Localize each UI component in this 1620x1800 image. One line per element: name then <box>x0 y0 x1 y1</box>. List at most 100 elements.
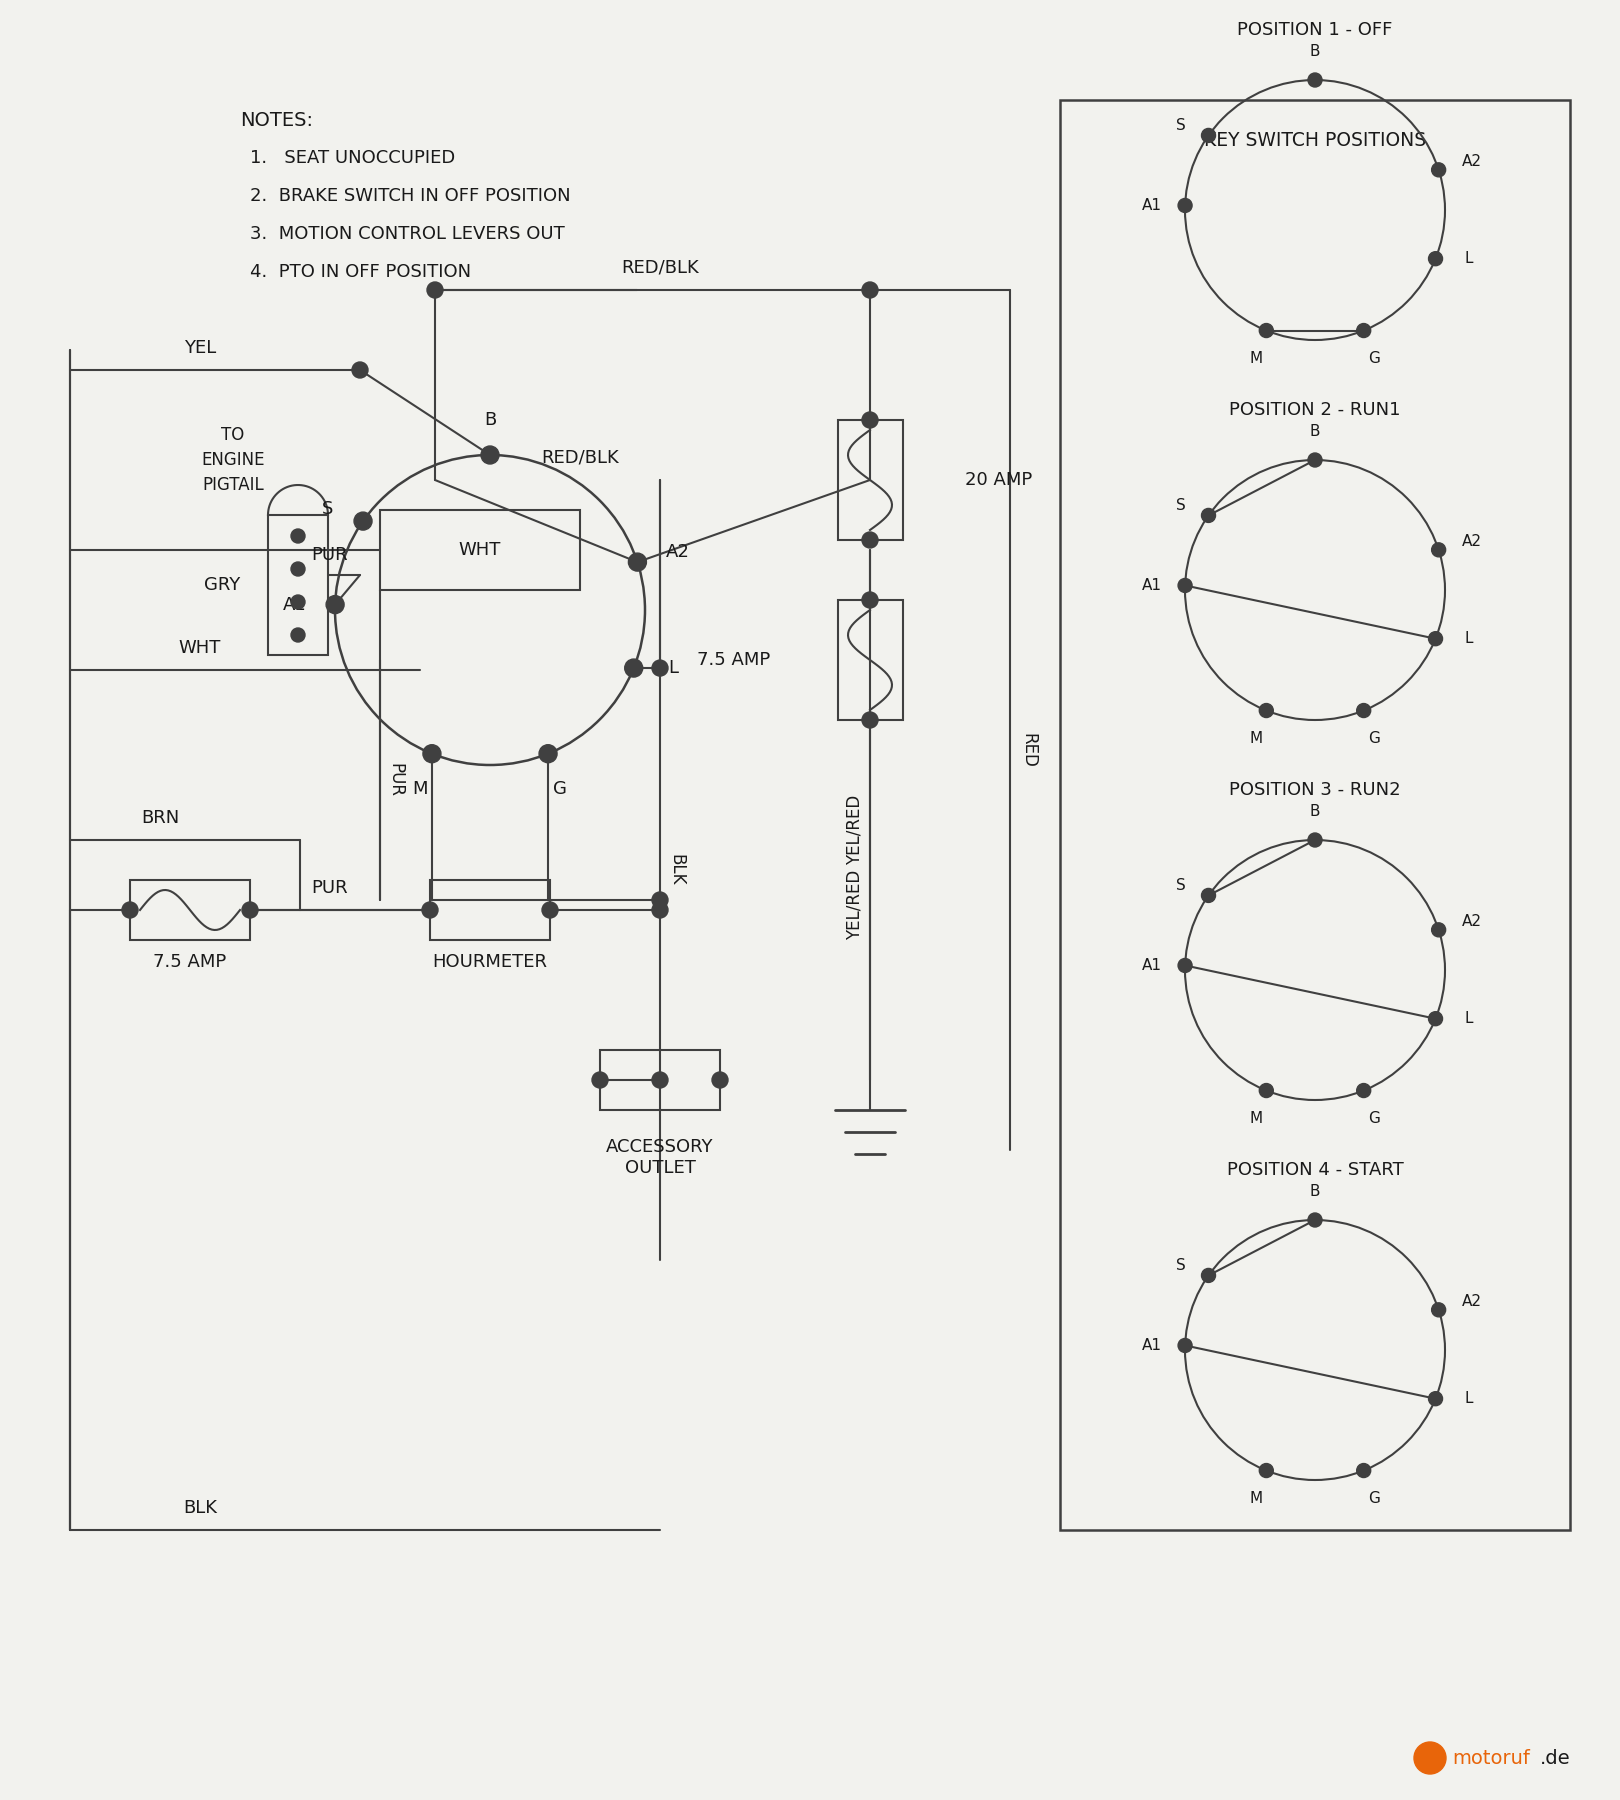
Text: G: G <box>1367 1490 1380 1507</box>
Circle shape <box>292 596 305 608</box>
Circle shape <box>1178 578 1192 592</box>
Text: .de: .de <box>1541 1748 1571 1768</box>
Circle shape <box>862 412 878 428</box>
Circle shape <box>428 283 442 299</box>
Circle shape <box>1202 508 1215 522</box>
Text: WHT: WHT <box>458 542 501 560</box>
Text: A2: A2 <box>1461 1294 1482 1309</box>
Circle shape <box>423 745 441 763</box>
Circle shape <box>625 659 643 677</box>
Circle shape <box>1178 958 1192 972</box>
Circle shape <box>1429 1391 1442 1406</box>
Text: RED/BLK: RED/BLK <box>541 448 619 466</box>
Text: A1: A1 <box>1142 578 1162 592</box>
Circle shape <box>651 893 667 907</box>
Text: A2: A2 <box>1461 155 1482 169</box>
Text: A2: A2 <box>666 544 690 562</box>
Text: 1.   SEAT UNOCCUPIED: 1. SEAT UNOCCUPIED <box>249 149 455 167</box>
Text: 7.5 AMP: 7.5 AMP <box>697 652 770 670</box>
Circle shape <box>292 628 305 643</box>
Text: S: S <box>1176 1258 1186 1273</box>
Text: L: L <box>1464 1012 1473 1026</box>
Circle shape <box>355 511 373 529</box>
Circle shape <box>651 661 667 677</box>
Circle shape <box>241 902 258 918</box>
Circle shape <box>1356 704 1371 718</box>
Circle shape <box>1178 198 1192 212</box>
Circle shape <box>326 596 343 614</box>
Text: BRN: BRN <box>141 808 180 826</box>
Circle shape <box>1432 923 1445 936</box>
Text: HOURMETER: HOURMETER <box>433 952 548 970</box>
Text: PUR: PUR <box>311 545 348 563</box>
Bar <box>838 419 902 540</box>
Text: 2.  BRAKE SWITCH IN OFF POSITION: 2. BRAKE SWITCH IN OFF POSITION <box>249 187 570 205</box>
Text: WHT: WHT <box>178 639 222 657</box>
Text: B: B <box>1309 45 1320 59</box>
Text: NOTES:: NOTES: <box>240 110 313 130</box>
Text: motoruf: motoruf <box>1452 1748 1529 1768</box>
Bar <box>1059 101 1570 1530</box>
Circle shape <box>292 529 305 544</box>
Text: POSITION 2 - RUN1: POSITION 2 - RUN1 <box>1230 401 1401 419</box>
Text: L: L <box>669 659 679 677</box>
Circle shape <box>1432 162 1445 176</box>
Text: G: G <box>1367 1111 1380 1127</box>
Circle shape <box>1259 704 1273 718</box>
Bar <box>130 880 249 940</box>
Text: S: S <box>1176 499 1186 513</box>
Text: B: B <box>1309 805 1320 819</box>
Text: ACCESSORY
OUTLET: ACCESSORY OUTLET <box>606 1138 714 1177</box>
Text: BLK: BLK <box>183 1499 217 1517</box>
Circle shape <box>591 1073 608 1087</box>
Circle shape <box>651 902 667 918</box>
Text: POSITION 1 - OFF: POSITION 1 - OFF <box>1238 22 1393 40</box>
Text: M: M <box>1249 1490 1264 1507</box>
Text: TO: TO <box>222 427 245 445</box>
Text: YEL/RED: YEL/RED <box>846 796 863 866</box>
Bar <box>267 515 327 655</box>
Text: POSITION 4 - START: POSITION 4 - START <box>1226 1161 1403 1179</box>
Circle shape <box>713 1073 727 1087</box>
Circle shape <box>1429 1012 1442 1026</box>
Bar <box>838 599 902 720</box>
Text: GRY: GRY <box>204 576 240 594</box>
Circle shape <box>421 902 437 918</box>
Circle shape <box>862 533 878 547</box>
Circle shape <box>1356 1084 1371 1098</box>
Text: S: S <box>1176 119 1186 133</box>
Text: A1: A1 <box>1142 1337 1162 1354</box>
Circle shape <box>1259 324 1273 338</box>
Text: RED: RED <box>1019 733 1037 767</box>
Bar <box>599 1049 719 1111</box>
Text: 7.5 AMP: 7.5 AMP <box>154 952 227 970</box>
Circle shape <box>1178 1339 1192 1352</box>
Text: B: B <box>1309 1184 1320 1199</box>
Circle shape <box>862 592 878 608</box>
Text: 3.  MOTION CONTROL LEVERS OUT: 3. MOTION CONTROL LEVERS OUT <box>249 225 565 243</box>
Circle shape <box>352 362 368 378</box>
Text: M: M <box>1249 1111 1264 1127</box>
Circle shape <box>629 553 646 571</box>
Circle shape <box>1202 1269 1215 1282</box>
Circle shape <box>1356 1463 1371 1478</box>
Text: YEL/RED: YEL/RED <box>846 869 863 940</box>
Text: A1: A1 <box>284 596 306 614</box>
Circle shape <box>543 902 557 918</box>
Text: A1: A1 <box>1142 198 1162 212</box>
Circle shape <box>1307 1213 1322 1228</box>
Circle shape <box>1414 1742 1447 1775</box>
Text: A2: A2 <box>1461 535 1482 549</box>
Circle shape <box>1429 632 1442 646</box>
Text: S: S <box>322 500 334 518</box>
Text: PIGTAIL: PIGTAIL <box>202 475 264 493</box>
Text: BLK: BLK <box>667 855 685 886</box>
Text: M: M <box>1249 351 1264 365</box>
Text: YEL: YEL <box>185 338 215 356</box>
Text: L: L <box>1464 252 1473 266</box>
Text: ENGINE: ENGINE <box>201 452 264 470</box>
Circle shape <box>481 446 499 464</box>
Circle shape <box>862 283 878 299</box>
Circle shape <box>1259 1084 1273 1098</box>
Bar <box>381 509 580 590</box>
